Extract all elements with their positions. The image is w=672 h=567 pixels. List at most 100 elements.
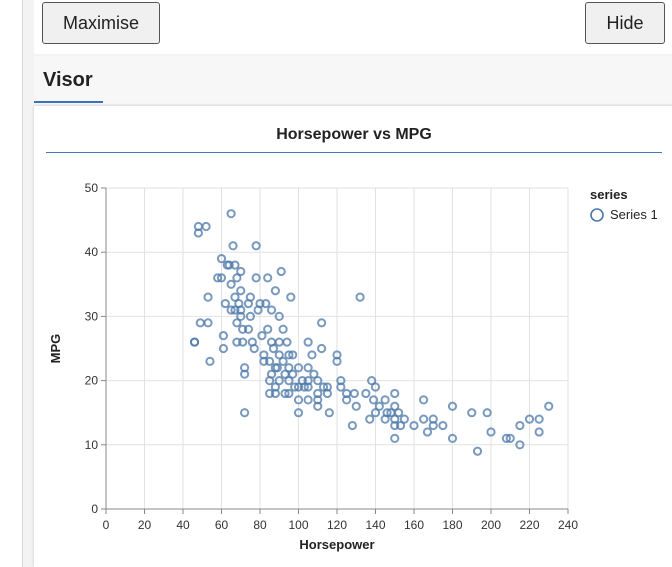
data-point [266, 305, 277, 315]
data-point [419, 395, 429, 405]
data-point [447, 401, 458, 411]
data-point [265, 388, 275, 399]
data-point [243, 324, 254, 334]
y-tick-label: 10 [85, 438, 99, 452]
data-point [245, 311, 255, 321]
data-point [505, 433, 515, 443]
data-point [284, 363, 294, 373]
y-tick-label: 40 [85, 245, 99, 259]
data-point [307, 350, 317, 360]
data-point [534, 414, 544, 424]
data-point [240, 369, 250, 379]
data-point [230, 292, 240, 302]
x-tick-label: 80 [253, 518, 267, 532]
data-point [240, 408, 250, 418]
x-tick-label: 180 [442, 518, 462, 532]
data-point [216, 254, 227, 264]
data-point [367, 376, 377, 386]
data-point [189, 337, 200, 347]
data-point [361, 388, 371, 399]
data-point [213, 273, 223, 283]
data-point [347, 420, 357, 431]
data-point [228, 241, 238, 251]
data-point [299, 382, 309, 392]
data-point [313, 376, 323, 386]
data-point [274, 376, 284, 386]
data-point [232, 273, 242, 283]
maximise-button[interactable]: Maximise [42, 2, 160, 44]
data-point [293, 408, 304, 418]
data-point [195, 318, 205, 328]
data-point [447, 433, 458, 443]
data-point [382, 408, 392, 418]
data-point [515, 420, 525, 431]
data-point [263, 273, 273, 283]
x-tick-label: 160 [404, 518, 424, 532]
data-point [303, 395, 313, 405]
data-point [232, 318, 242, 328]
data-point [280, 388, 290, 399]
data-point [274, 350, 284, 360]
data-point [288, 369, 298, 379]
data-point [322, 388, 332, 399]
chart-title: Horsepower vs MPG [276, 126, 432, 143]
data-point [380, 395, 390, 405]
x-tick-label: 60 [215, 518, 229, 532]
data-point [342, 395, 352, 405]
data-point [270, 286, 280, 296]
data-point [282, 337, 292, 347]
data-point [486, 427, 496, 437]
x-tick-label: 120 [327, 518, 347, 532]
x-tick-label: 200 [481, 518, 501, 532]
data-point [226, 305, 236, 315]
data-point [272, 363, 282, 373]
data-point [226, 279, 236, 289]
data-point [374, 401, 384, 411]
data-point [257, 331, 267, 341]
data-point [365, 414, 375, 424]
data-point [336, 376, 346, 386]
y-axis-title: MPG [48, 334, 63, 364]
data-point [349, 388, 359, 399]
data-point [395, 420, 406, 431]
data-point [230, 260, 240, 270]
data-point [534, 427, 544, 437]
data-point [224, 260, 234, 270]
data-point [284, 388, 294, 399]
data-point [268, 343, 279, 354]
data-point [236, 311, 246, 321]
data-point [203, 292, 213, 302]
data-point [274, 337, 284, 347]
data-point [409, 420, 419, 431]
x-tick-label: 40 [176, 518, 190, 532]
data-point [255, 298, 265, 309]
data-point [351, 401, 361, 411]
x-axis-title: Horsepower [299, 537, 374, 552]
data-point [303, 382, 313, 392]
data-point [259, 356, 269, 366]
data-point [238, 337, 248, 347]
y-tick-label: 0 [91, 502, 98, 516]
data-point [245, 292, 255, 302]
x-tick-label: 20 [138, 518, 152, 532]
data-point [309, 369, 319, 379]
data-point [438, 420, 448, 431]
data-point [218, 343, 229, 354]
data-point [218, 331, 229, 341]
data-point [318, 382, 329, 392]
data-point [236, 266, 246, 277]
tab-bar [34, 56, 672, 104]
data-point [201, 221, 211, 232]
data-point [501, 433, 511, 443]
x-tick-label: 0 [103, 518, 110, 532]
data-point [419, 414, 429, 424]
chart-panel [34, 106, 672, 567]
data-point [293, 363, 304, 373]
data-point [332, 356, 342, 366]
data-point [428, 420, 438, 431]
data-point [203, 318, 213, 328]
hide-button[interactable]: Hide [585, 2, 665, 44]
data-point [216, 273, 227, 283]
tab-visor[interactable]: Visor [34, 62, 103, 103]
data-point [390, 388, 400, 399]
